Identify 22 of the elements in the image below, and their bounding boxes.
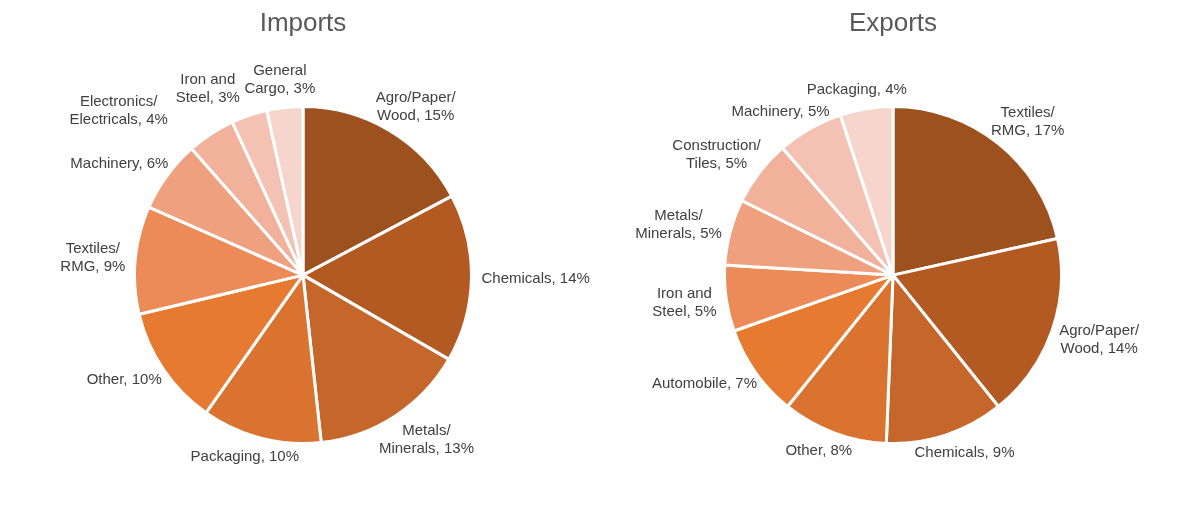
slice-label: Machinery, 5%	[731, 102, 830, 120]
slice-label: Iron and Steel, 3%	[175, 70, 240, 106]
slice-label: Metals/Minerals, 13%	[378, 420, 474, 456]
slice-label: Machinery, 6%	[70, 154, 169, 172]
slice-label: Packaging, 10%	[190, 446, 300, 464]
slice-label: Iron and Steel, 5%	[652, 283, 717, 319]
slice-label: Agro/Paper/Wood, 14%	[1059, 321, 1141, 357]
chart-title: Imports	[259, 6, 347, 37]
slice-label: General Cargo, 3%	[244, 60, 316, 96]
slice-label: Other, 10%	[86, 370, 162, 388]
slice-label: Agro/Paper/Wood, 15%	[375, 87, 457, 123]
chart-title: Exports	[848, 6, 938, 37]
slice-label: Construction/Tiles, 5%	[672, 136, 762, 172]
slice-label: Packaging, 4%	[806, 80, 907, 98]
slice-label: Chemicals, 14%	[481, 268, 590, 286]
slice-label: Other, 8%	[785, 440, 853, 458]
slice-label: Chemicals, 9%	[914, 443, 1015, 461]
slice-label: Electronics/Electricals, 4%	[69, 91, 168, 127]
slice-label: Textiles/RMG, 9%	[60, 238, 126, 274]
slice-label: Metals/Minerals, 5%	[635, 206, 722, 242]
slice-label: Textiles/RMG, 17%	[990, 102, 1065, 138]
slice-label: Automobile, 7%	[651, 373, 758, 391]
